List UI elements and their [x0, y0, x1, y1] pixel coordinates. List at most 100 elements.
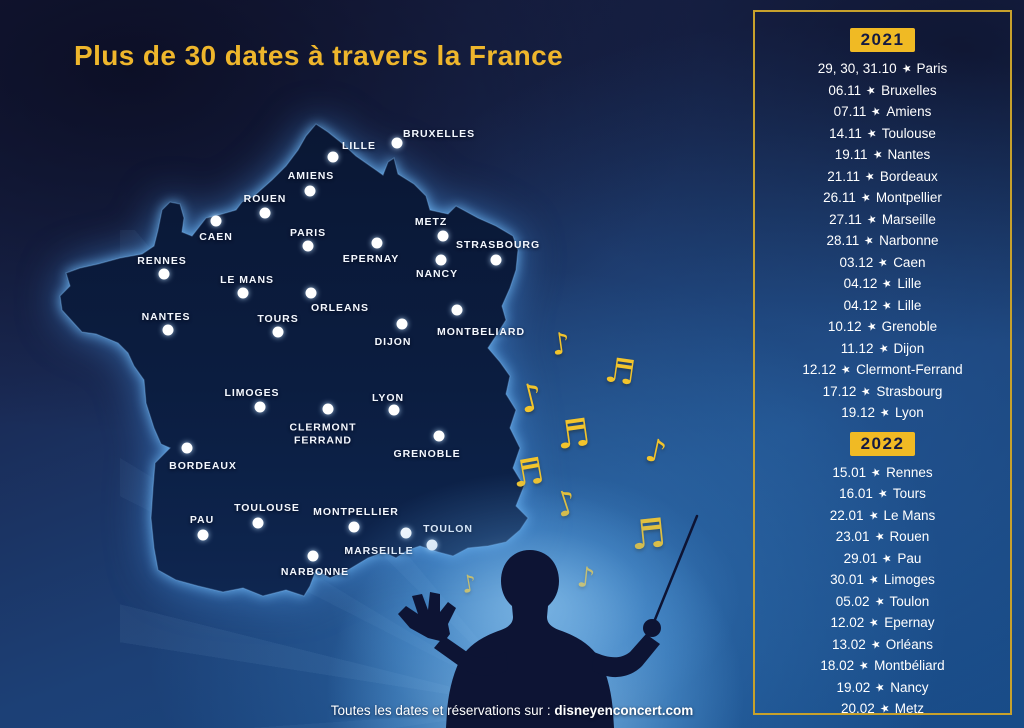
event-city: Tours — [892, 486, 926, 502]
city-label-tours: TOURS — [257, 312, 299, 325]
city-label-montbeliard: MONTBELIARD — [437, 325, 525, 338]
event-city: Amiens — [886, 104, 932, 120]
city-dot-strasbourg — [490, 254, 502, 266]
star-icon: ★ — [865, 125, 879, 141]
event-row: 03.12 ★ Caen — [755, 252, 1010, 274]
event-city: Orléans — [885, 636, 933, 652]
event-row: 27.11 ★ Marseille — [755, 209, 1010, 231]
city-dot-dijon — [396, 318, 408, 330]
star-icon: ★ — [880, 276, 895, 292]
event-city: Rennes — [886, 464, 933, 480]
event-city: Clermont-Ferrand — [856, 362, 963, 378]
conductor-silhouette — [398, 514, 699, 728]
city-label-dijon: DIJON — [374, 335, 412, 348]
city-dot-amiens — [304, 185, 316, 197]
star-icon: ★ — [869, 104, 884, 120]
city-dot-grenoble — [433, 430, 445, 442]
star-icon: ★ — [876, 486, 890, 502]
city-dot-caen — [210, 215, 222, 227]
star-icon: ★ — [867, 615, 881, 631]
page-title: Plus de 30 dates à travers la France — [74, 40, 564, 71]
city-dot-lille — [327, 151, 339, 163]
event-date: 17.12 — [822, 383, 857, 399]
event-city: Limoges — [883, 572, 935, 588]
event-city: Lille — [897, 276, 922, 292]
event-row: 11.12 ★ Dijon — [755, 338, 1010, 360]
event-row: 23.01 ★ Rouen — [755, 526, 1010, 548]
event-row: 12.12 ★ Clermont-Ferrand — [755, 359, 1010, 381]
star-icon: ★ — [876, 340, 891, 356]
city-label-narbonne: NARBONNE — [280, 565, 350, 578]
star-icon: ★ — [864, 319, 879, 335]
event-city: Nantes — [887, 147, 931, 163]
star-icon: ★ — [880, 297, 895, 313]
event-row: 19.11 ★ Nantes — [755, 144, 1010, 166]
event-city: Lyon — [894, 405, 924, 421]
city-label-rouen: ROUEN — [243, 192, 287, 205]
event-row: 20.02 ★ Metz — [755, 698, 1010, 720]
event-city: Rouen — [889, 529, 930, 545]
event-city: Bordeaux — [879, 168, 938, 184]
city-dot-nantes — [162, 324, 174, 336]
city-label-nancy: NANCY — [415, 267, 459, 280]
dates-sidebar: 2021 29, 30, 31.10 ★ Paris 06.11 ★ Bruxelles 07… — [753, 10, 1012, 716]
star-icon: ★ — [873, 679, 887, 695]
footer-prefix: Toutes les dates et réservations sur : — [330, 703, 555, 718]
city-label-lille: LILLE — [342, 139, 376, 152]
event-row: 21.11 ★ Bordeaux — [755, 166, 1010, 188]
music-note-icon: ♬ — [508, 450, 548, 497]
star-icon: ★ — [863, 168, 877, 184]
event-row: 04.12 ★ Lille — [755, 273, 1010, 295]
city-label-bruxelles: BRUXELLES — [402, 127, 476, 140]
event-date: 19.02 — [836, 679, 871, 695]
event-city: Marseille — [881, 211, 936, 227]
star-icon: ★ — [866, 507, 881, 523]
city-label-clermont-ferrand: CLERMONT FERRAND — [289, 421, 357, 447]
city-dot-montpellier — [348, 521, 360, 533]
event-row: 13.02 ★ Orléans — [755, 634, 1010, 656]
city-dot-metz — [437, 230, 449, 242]
event-row: 05.02 ★ Toulon — [755, 591, 1010, 613]
music-note-icon: ♪ — [549, 325, 573, 364]
event-city: Dijon — [893, 340, 925, 356]
city-dot-lyon — [388, 404, 400, 416]
event-date: 28.11 — [826, 233, 860, 249]
music-note-icon: ♬ — [602, 350, 638, 394]
event-city: Strasbourg — [876, 383, 943, 399]
city-dot-montbeliard — [451, 304, 463, 316]
event-row: 19.12 ★ Lyon — [755, 402, 1010, 424]
event-row: 10.12 ★ Grenoble — [755, 316, 1010, 338]
event-date: 20.02 — [841, 701, 875, 717]
city-label-caen: CAEN — [199, 230, 233, 243]
website-link[interactable]: disneyenconcert.com — [554, 703, 694, 718]
star-icon: ★ — [869, 464, 883, 480]
event-row: 04.12 ★ Lille — [755, 295, 1010, 317]
event-date: 03.12 — [839, 254, 874, 270]
star-icon: ★ — [878, 701, 892, 717]
event-row: 15.01 ★ Rennes — [755, 462, 1010, 484]
city-dot-rouen — [259, 207, 271, 219]
event-row: 22.01 ★ Le Mans — [755, 505, 1010, 527]
event-city: Caen — [893, 254, 926, 270]
event-city: Metz — [894, 701, 924, 717]
event-city: Toulouse — [881, 125, 936, 141]
star-icon: ★ — [865, 211, 879, 227]
event-date: 27.11 — [829, 211, 862, 227]
event-city: Narbonne — [879, 233, 939, 249]
city-label-bordeaux: BORDEAUX — [169, 459, 237, 472]
conductor-left-arm — [434, 636, 508, 676]
event-row: 29, 30, 31.10 ★ Paris — [755, 58, 1010, 80]
event-date: 10.12 — [827, 319, 862, 335]
city-dot-nancy — [435, 254, 447, 266]
city-label-paris: PARIS — [289, 226, 327, 239]
conductor-right-arm — [592, 634, 660, 678]
star-icon: ★ — [869, 636, 883, 652]
city-label-epernay: EPERNAY — [342, 252, 400, 265]
star-icon: ★ — [872, 529, 887, 545]
star-icon: ★ — [864, 82, 878, 98]
event-date: 26.11 — [823, 190, 856, 206]
star-icon: ★ — [872, 593, 887, 609]
event-date: 05.02 — [835, 593, 870, 609]
star-icon: ★ — [862, 233, 876, 249]
